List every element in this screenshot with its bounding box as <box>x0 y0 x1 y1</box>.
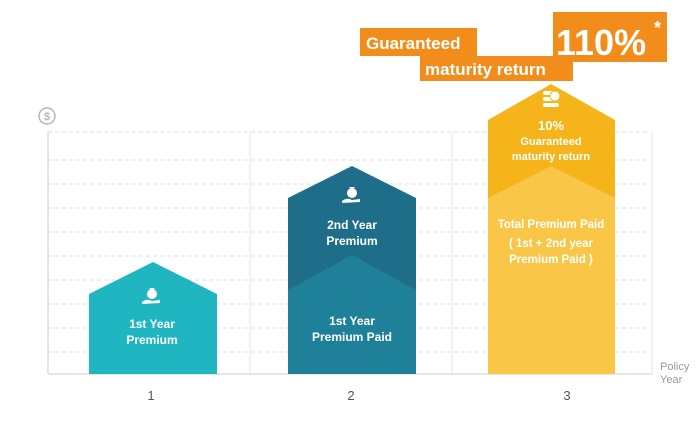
x-axis-label: Year <box>660 374 683 386</box>
banner-box <box>420 56 573 81</box>
bar-label: maturity return <box>512 151 591 163</box>
x-axis-label: Policy <box>660 361 690 373</box>
bar-label: 1st Year <box>129 317 175 331</box>
guaranteed-return-banner: Guaranteed maturity return 110% * <box>360 12 667 81</box>
bar-label: Premium Paid <box>312 330 392 344</box>
bar-label: Premium <box>326 234 377 248</box>
coin-stack-icon <box>543 90 561 107</box>
bar-segment-1st-year-premium <box>89 262 217 374</box>
x-tick-label: 1 <box>147 388 154 403</box>
bar-label: Guaranteed <box>520 136 581 148</box>
money-bag-hand-icon <box>342 187 360 203</box>
banner-line2: maturity return <box>425 60 546 79</box>
bar-year-3: 10% Guaranteed maturity return Total Pre… <box>488 84 615 374</box>
bar-label: 1st Year <box>329 314 375 328</box>
bar-year-2: 2nd Year Premium 1st Year Premium Paid <box>288 166 416 374</box>
bar-segment-1st-year-premium-paid <box>288 255 416 374</box>
bar-year-1: 1st Year Premium <box>89 262 217 374</box>
banner-percent: 110% <box>556 22 646 63</box>
banner-asterisk: * <box>654 18 661 38</box>
banner-line1: Guaranteed <box>366 34 460 53</box>
bar-segment-total-premium-paid <box>488 166 615 374</box>
bar-label: Total Premium Paid <box>498 219 605 231</box>
svg-text:$: $ <box>44 111 50 123</box>
x-tick-label: 2 <box>347 388 354 403</box>
bar-label: 10% <box>538 118 564 133</box>
bar-label: Premium Paid ) <box>509 254 593 266</box>
bar-label: Premium <box>126 333 177 347</box>
money-bag-hand-icon <box>142 288 160 304</box>
x-tick-label: 3 <box>563 388 570 403</box>
banner-box <box>553 12 667 62</box>
bar-label: ( 1st + 2nd year <box>509 238 594 250</box>
bar-label: 2nd Year <box>327 218 377 232</box>
dollar-circle-icon: $ <box>38 107 56 125</box>
banner-box <box>360 28 477 56</box>
